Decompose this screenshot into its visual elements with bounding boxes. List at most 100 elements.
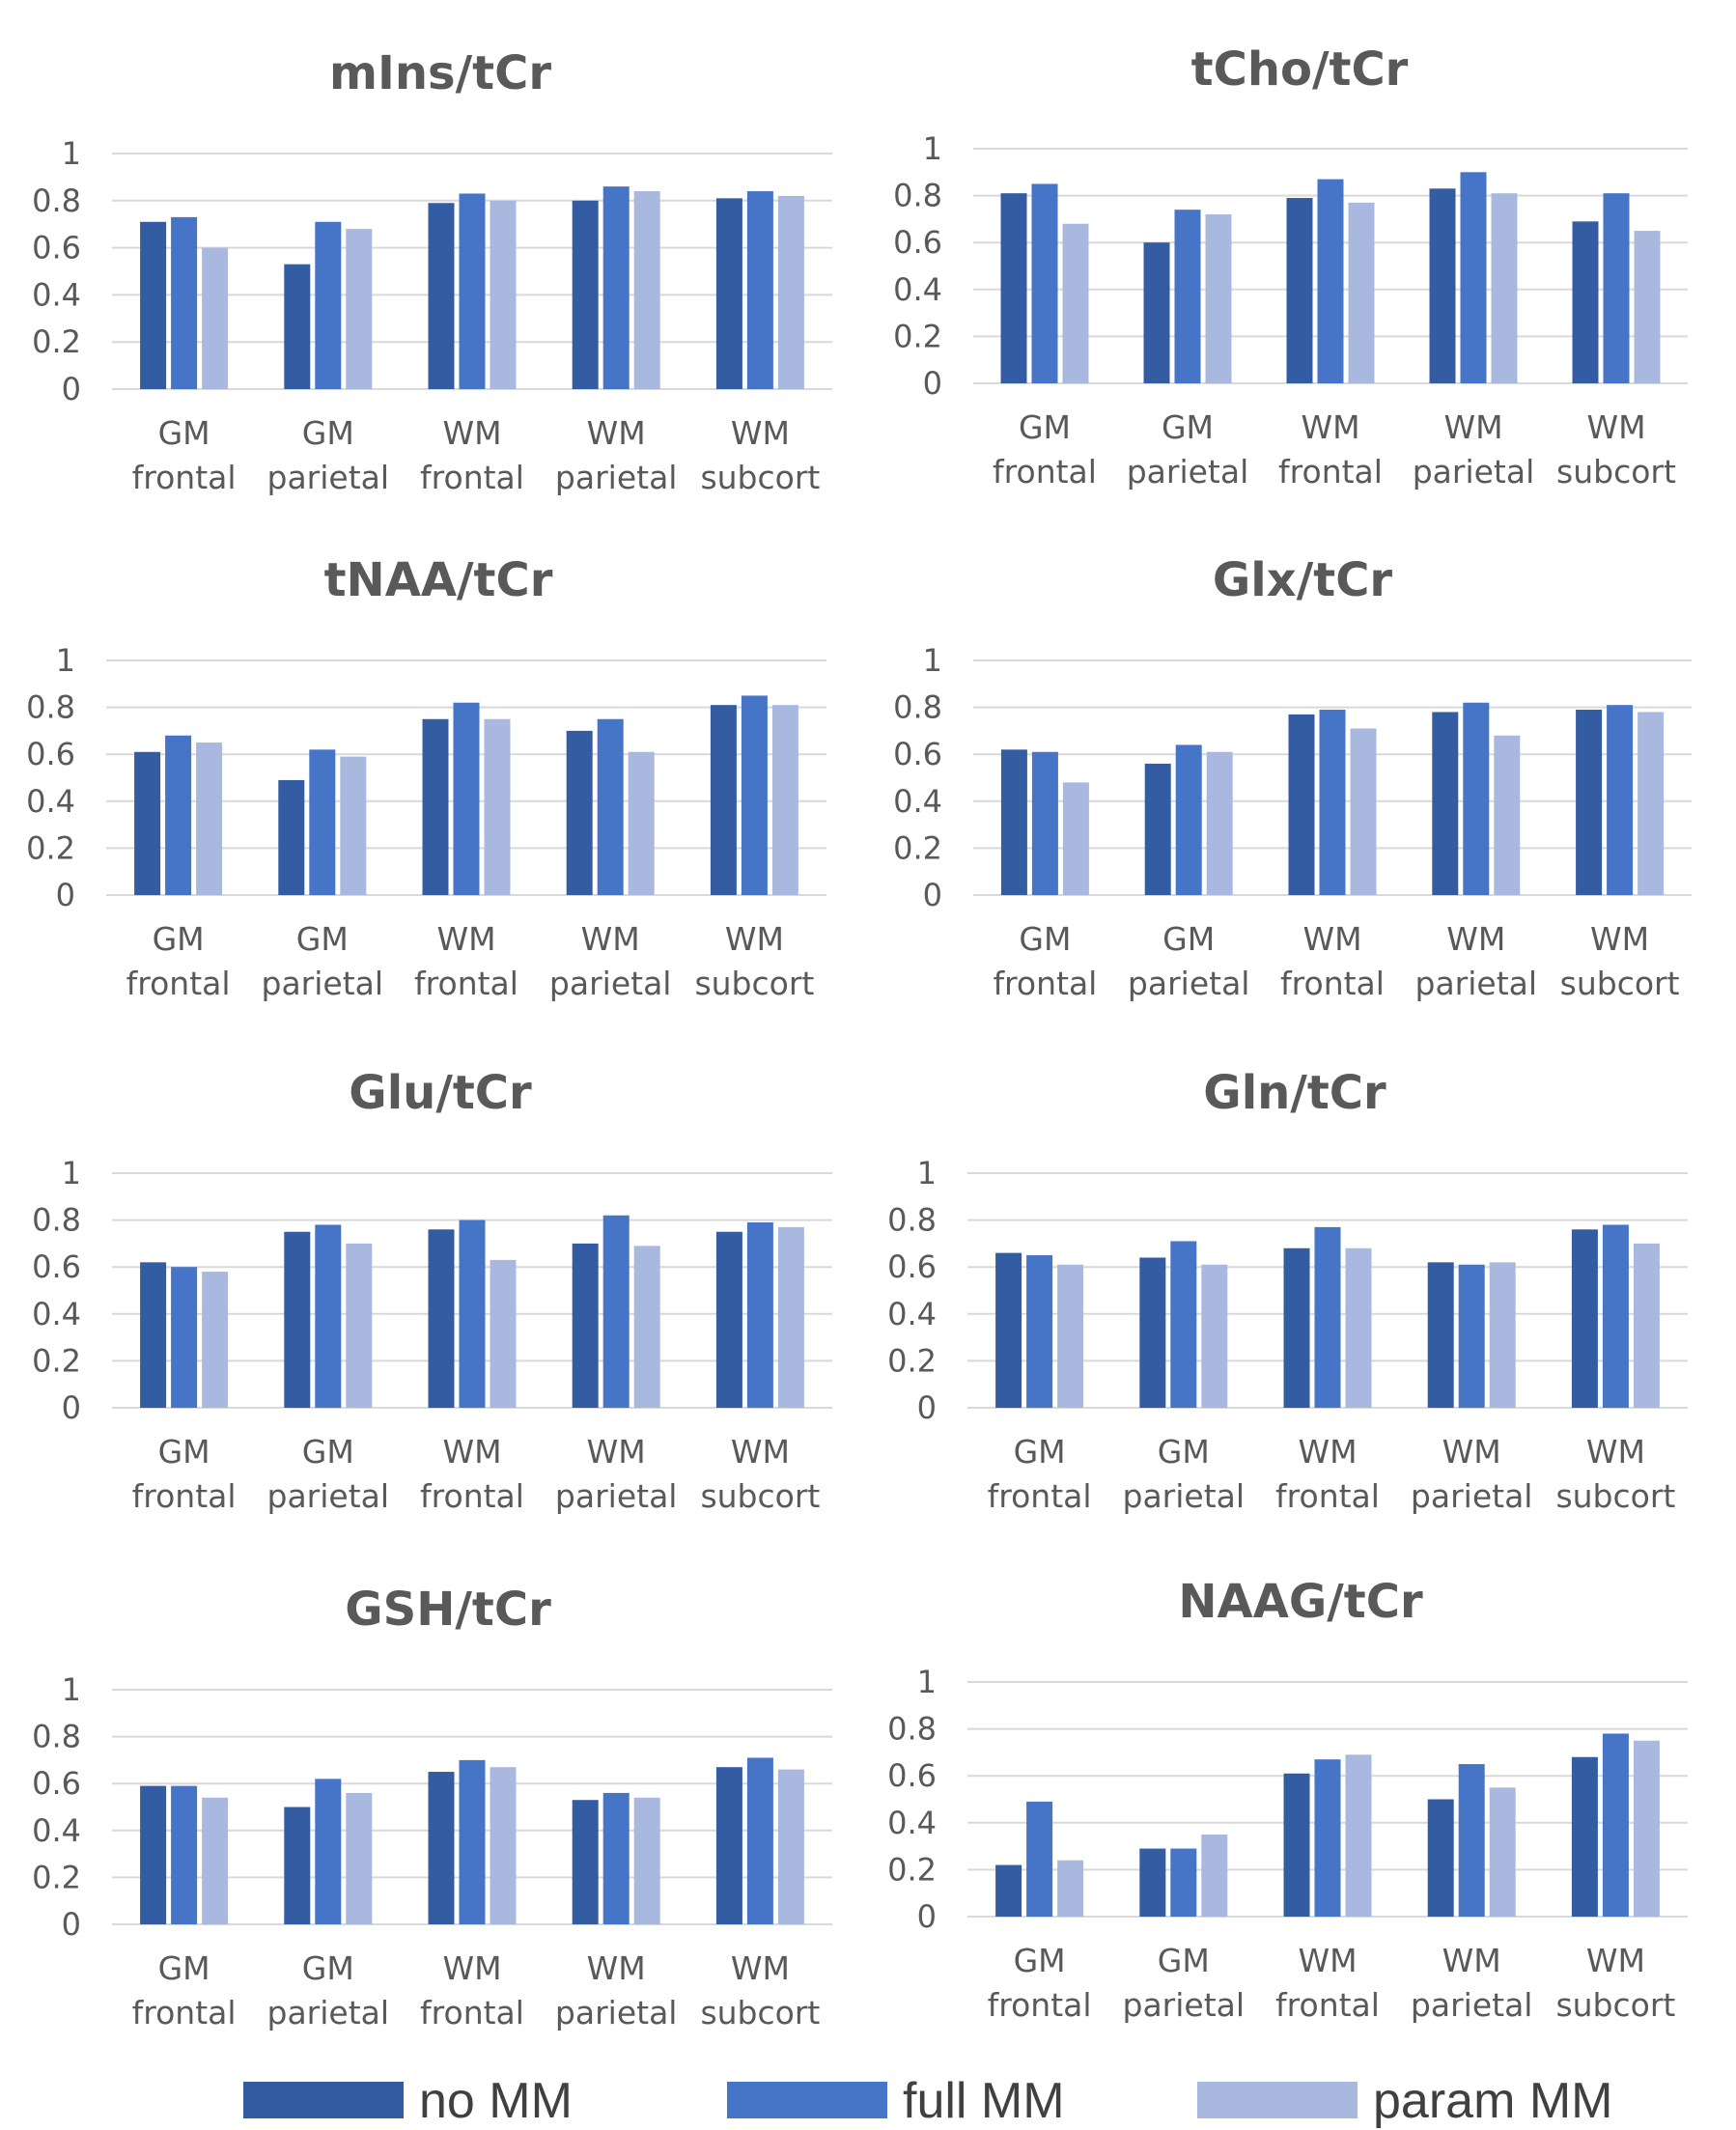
y-tick-label: 0 xyxy=(923,877,942,913)
bar-param-mm-gm-parietal xyxy=(1201,1834,1228,1917)
x-tick-label: WM xyxy=(436,920,495,958)
x-tick-label: WM xyxy=(731,414,790,452)
bar-no-mm-gm-parietal xyxy=(284,264,311,389)
bar-param-mm-gm-parietal xyxy=(1205,214,1232,383)
legend-swatch-no-mm xyxy=(243,2082,404,2118)
y-tick-label: 0.6 xyxy=(887,1757,937,1794)
bar-param-mm-gm-parietal xyxy=(346,1243,373,1408)
bar-full-mm-wm-parietal xyxy=(602,1215,630,1408)
bar-full-mm-wm-frontal xyxy=(1317,179,1344,383)
x-tick-label: parietal xyxy=(1123,1477,1246,1515)
bar-no-mm-gm-frontal xyxy=(1000,193,1027,383)
y-tick-label: 1 xyxy=(923,642,942,679)
x-tick-label: subcort xyxy=(700,1477,820,1515)
bar-param-mm-gm-parietal xyxy=(1201,1264,1228,1408)
x-tick-label: WM xyxy=(1442,1942,1501,1979)
x-tick-label: WM xyxy=(581,920,640,958)
bar-param-mm-wm-frontal xyxy=(490,1259,517,1408)
y-tick-label: 0 xyxy=(917,1389,937,1426)
y-tick-label: 0.8 xyxy=(893,178,942,214)
x-tick-label: GM xyxy=(1014,1433,1066,1471)
legend-swatch-param-mm xyxy=(1197,2082,1358,2118)
bar-no-mm-gm-frontal xyxy=(1000,749,1027,895)
bar-full-mm-wm-subcort xyxy=(746,1222,773,1408)
x-tick-label: WM xyxy=(1302,920,1361,958)
bar-no-mm-wm-frontal xyxy=(428,1772,455,1924)
bar-no-mm-gm-frontal xyxy=(134,751,161,895)
y-tick-label: 0.4 xyxy=(887,1296,937,1332)
bar-no-mm-wm-parietal xyxy=(572,1243,599,1408)
x-tick-label: parietal xyxy=(262,965,384,1002)
x-tick-label: subcort xyxy=(694,965,814,1002)
bar-full-mm-wm-frontal xyxy=(1314,1759,1341,1917)
bar-no-mm-wm-parietal xyxy=(1427,1262,1454,1408)
x-tick-label: WM xyxy=(1442,1433,1501,1471)
chart-title: tNAA/tCr xyxy=(324,553,553,607)
bar-full-mm-wm-frontal xyxy=(459,193,486,389)
x-tick-label: GM xyxy=(1019,920,1071,958)
x-tick-label: frontal xyxy=(1280,965,1385,1002)
chart-glu-tcr: Glu/tCr 0 0.2 0.4 0.6 0.8 1 GM frontal GM parietal… xyxy=(32,1066,832,1515)
bar-param-mm-wm-subcort xyxy=(1633,1243,1660,1408)
x-tick-label: frontal xyxy=(420,1477,524,1515)
bar-full-mm-wm-parietal xyxy=(1458,1764,1485,1917)
y-tick-label: 0 xyxy=(56,877,75,913)
bar-full-mm-wm-subcort xyxy=(1607,705,1634,895)
bar-no-mm-wm-subcort xyxy=(715,1767,742,1924)
chart-gsh-tcr: GSH/tCr 0 0.2 0.4 0.6 0.8 1 GM frontal GM parietal… xyxy=(32,1583,832,2032)
legend-label-no-mm: no MM xyxy=(419,2073,573,2129)
x-tick-label: frontal xyxy=(988,1986,1092,2024)
x-tick-label: GM xyxy=(296,920,349,958)
y-tick-label: 1 xyxy=(62,1155,81,1191)
bar-param-mm-wm-subcort xyxy=(771,705,798,895)
y-tick-label: 0.4 xyxy=(32,1812,81,1849)
bar-no-mm-wm-frontal xyxy=(1283,1773,1310,1917)
x-tick-label: parietal xyxy=(1415,965,1538,1002)
y-tick-label: 0.6 xyxy=(893,736,942,772)
x-tick-label: parietal xyxy=(549,965,672,1002)
x-tick-label: WM xyxy=(1443,408,1502,446)
bar-param-mm-gm-frontal xyxy=(196,743,223,895)
bar-full-mm-wm-parietal xyxy=(1463,702,1490,895)
x-tick-label: WM xyxy=(1590,920,1649,958)
bar-no-mm-gm-parietal xyxy=(284,1807,311,1924)
bar-full-mm-gm-parietal xyxy=(315,221,342,389)
bar-no-mm-gm-frontal xyxy=(995,1864,1022,1917)
y-tick-label: 0 xyxy=(62,1389,81,1426)
bar-param-mm-gm-frontal xyxy=(1062,782,1089,895)
chart-glx-tcr: Glx/tCr 0 0.2 0.4 0.6 0.8 1 GM frontal GM parietal… xyxy=(893,553,1692,1002)
bar-no-mm-gm-parietal xyxy=(1143,242,1170,383)
bar-param-mm-gm-parietal xyxy=(346,1792,373,1924)
y-tick-label: 0.4 xyxy=(32,276,81,313)
x-tick-label: frontal xyxy=(414,965,518,1002)
y-tick-label: 0.8 xyxy=(26,689,75,726)
bar-no-mm-wm-subcort xyxy=(1571,1229,1598,1408)
bar-full-mm-wm-parietal xyxy=(1458,1264,1485,1408)
x-tick-label: GM xyxy=(302,414,354,452)
chart-naag-tcr: NAAG/tCr 0 0.2 0.4 0.6 0.8 1 GM frontal GM parieta… xyxy=(887,1575,1688,2024)
x-tick-label: frontal xyxy=(1275,1477,1380,1515)
x-tick-label: subcort xyxy=(1555,1986,1675,2024)
bar-param-mm-wm-subcort xyxy=(777,1226,804,1408)
bar-param-mm-gm-frontal xyxy=(1057,1264,1084,1408)
x-tick-label: WM xyxy=(1586,1433,1645,1471)
y-tick-label: 0.8 xyxy=(887,1202,937,1239)
y-tick-label: 0.8 xyxy=(32,182,81,219)
y-tick-label: 0.4 xyxy=(26,783,75,820)
bar-param-mm-wm-frontal xyxy=(1348,202,1375,383)
bar-param-mm-wm-subcort xyxy=(777,195,804,389)
bar-param-mm-gm-frontal xyxy=(1057,1860,1084,1917)
x-tick-label: WM xyxy=(725,920,784,958)
y-tick-label: 0.2 xyxy=(893,829,942,866)
bar-full-mm-wm-frontal xyxy=(453,702,480,895)
bar-no-mm-gm-frontal xyxy=(140,1262,167,1408)
bar-full-mm-gm-parietal xyxy=(1175,744,1202,895)
bar-full-mm-wm-frontal xyxy=(459,1219,486,1408)
bar-param-mm-wm-subcort xyxy=(1633,1740,1660,1917)
bar-no-mm-gm-frontal xyxy=(140,221,167,389)
bar-full-mm-gm-parietal xyxy=(1170,1848,1197,1917)
x-tick-label: GM xyxy=(1158,1942,1210,1979)
bar-full-mm-gm-parietal xyxy=(1174,210,1201,383)
x-tick-label: WM xyxy=(731,1949,790,1987)
y-tick-label: 0.6 xyxy=(32,1248,81,1285)
